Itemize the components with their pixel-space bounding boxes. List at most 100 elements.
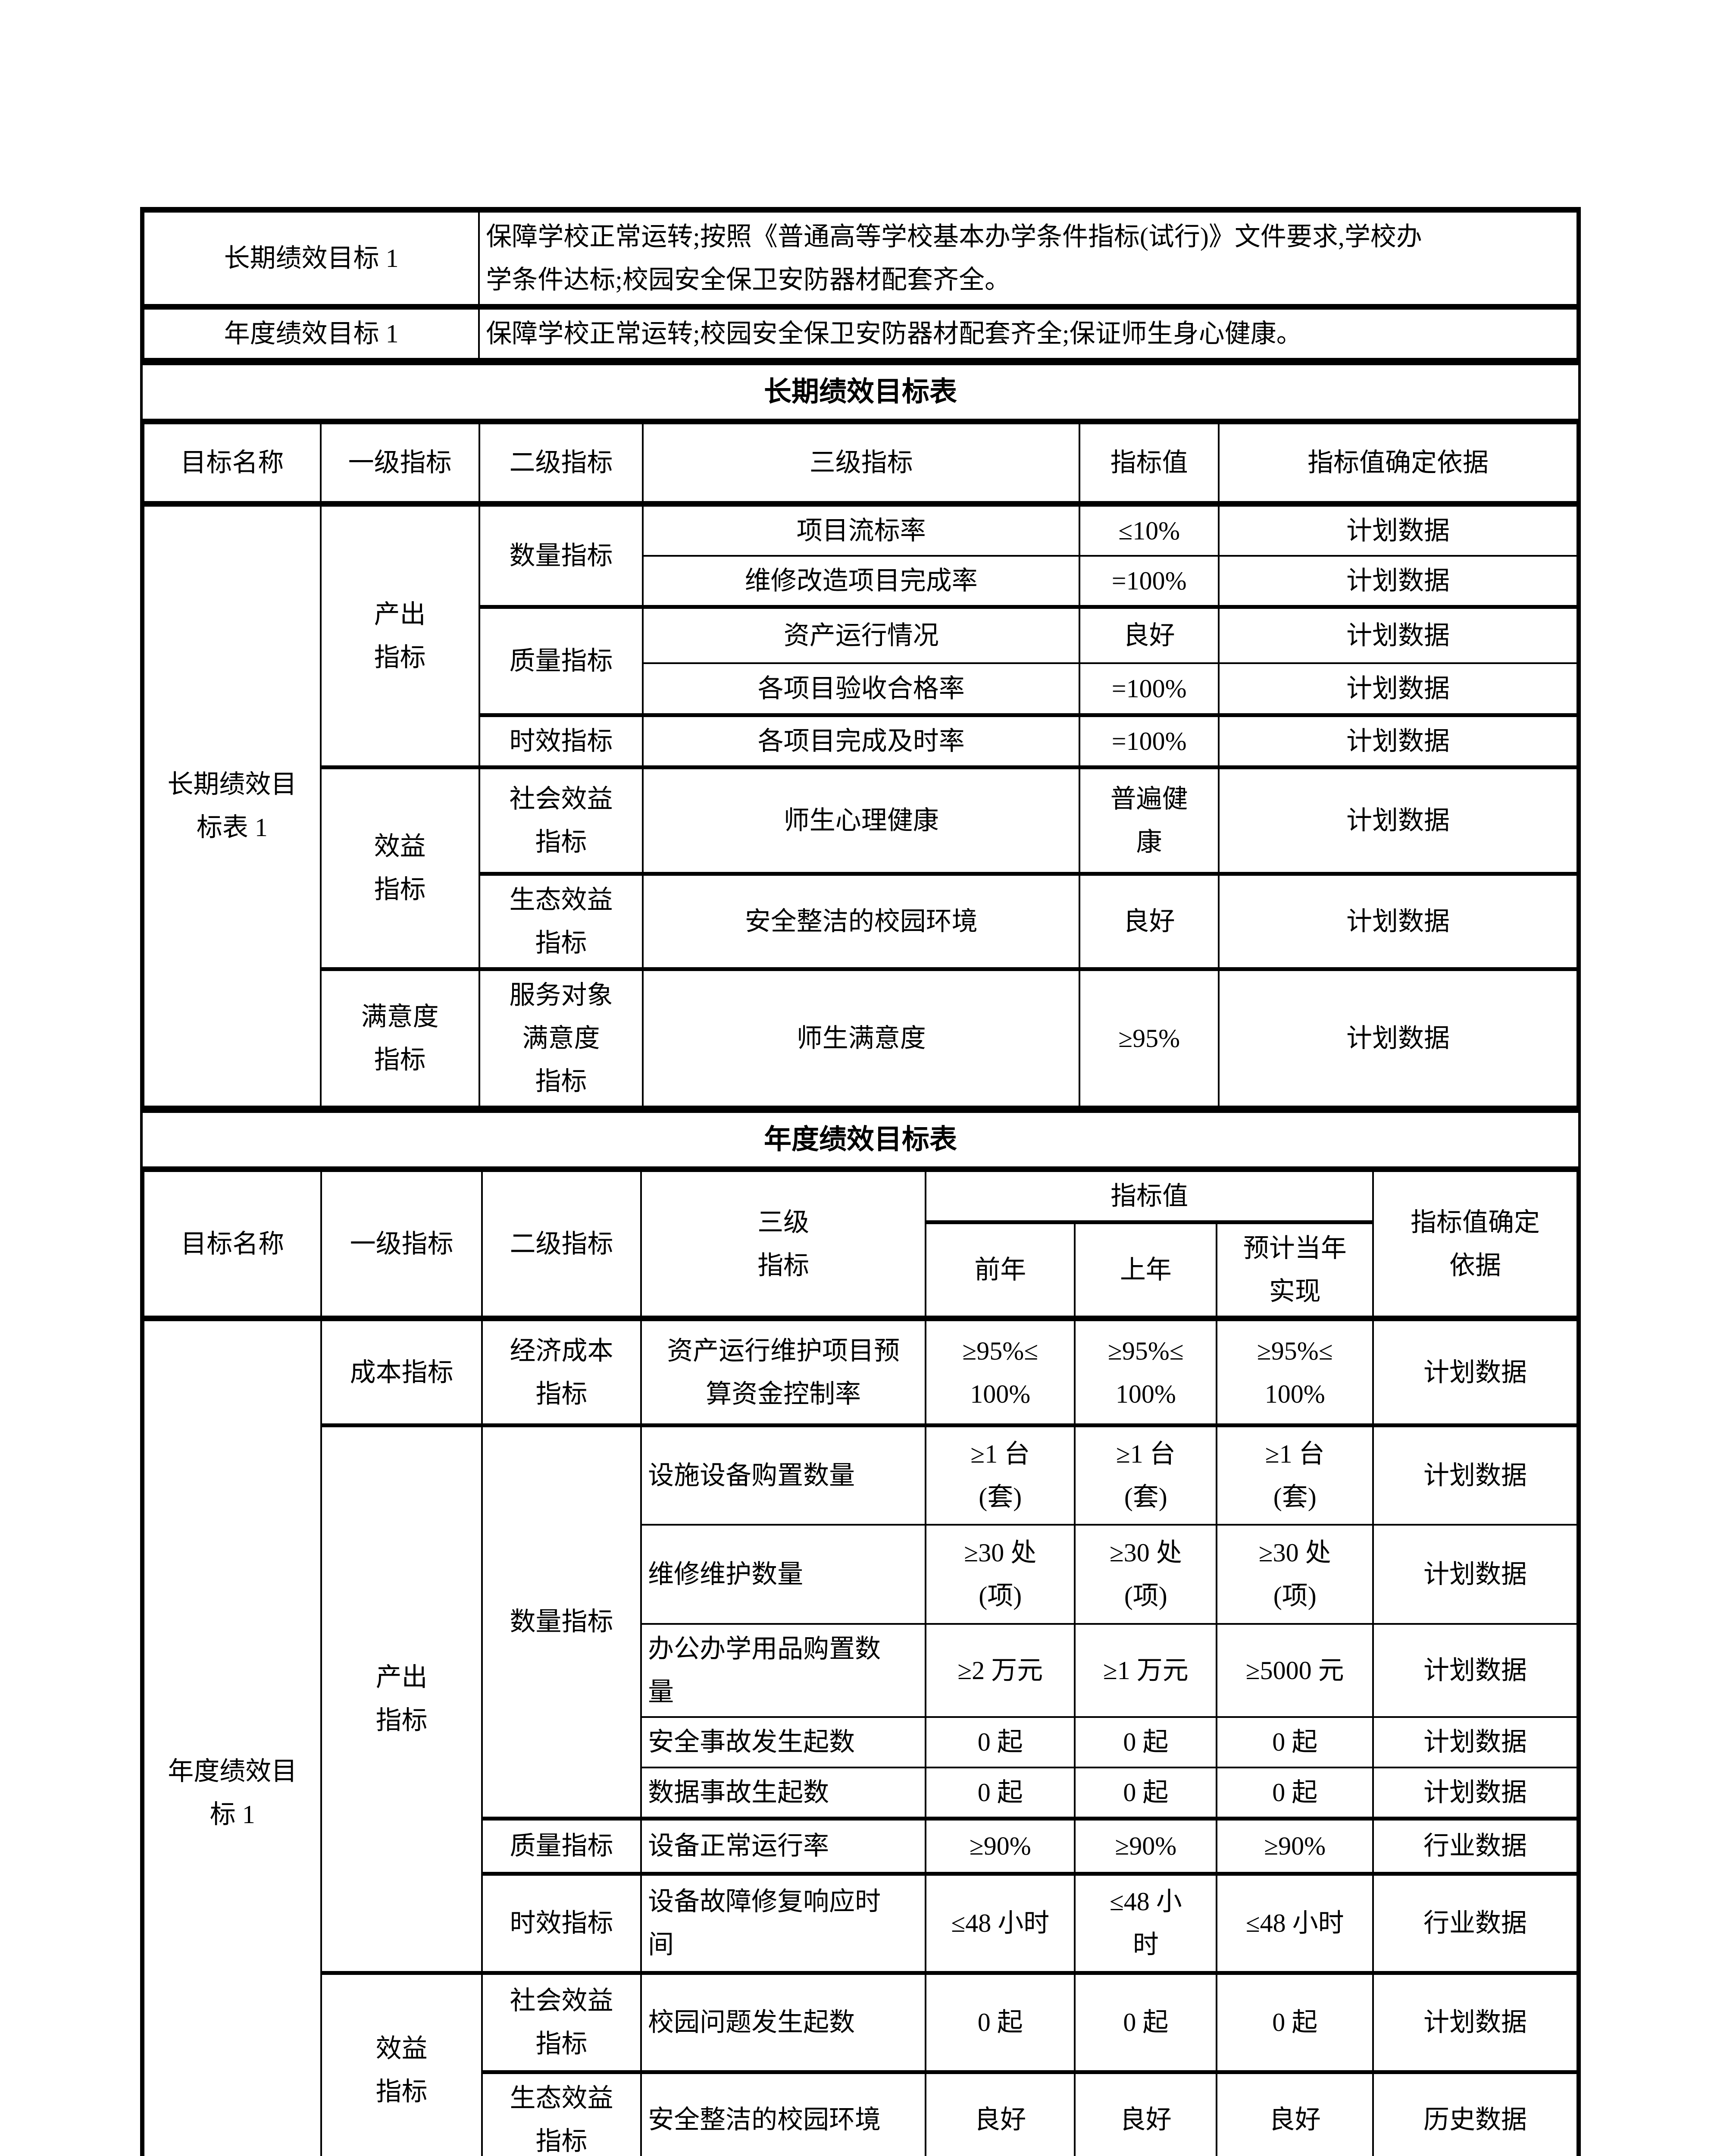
header-value-group: 指标值: [925, 1172, 1374, 1224]
value-current-cell: ≥5000 元: [1216, 1623, 1374, 1718]
header-value: 指标值: [1079, 424, 1220, 507]
value-current-cell: ≤48 小时: [1216, 1871, 1374, 1974]
level1-cell: 满意度 指标: [319, 967, 480, 1107]
level1-cell: 产出 指标: [319, 503, 480, 768]
table-row: 数据事故生起数 0 起 0 起 0 起 计划数据: [144, 1766, 1579, 1819]
level3-cell: 师生满意度: [642, 967, 1081, 1107]
level3-cell: 校园问题发生起数: [640, 1971, 927, 2073]
header-level2: 二级指标: [478, 424, 644, 507]
value-last-cell: 良好: [1074, 2070, 1218, 2156]
basis-cell: 计划数据: [1218, 662, 1578, 716]
level3-cell: 项目流标率: [642, 503, 1081, 557]
level2-cell: 时效指标: [478, 713, 644, 768]
value-last-cell: ≥30 处 (项): [1074, 1523, 1218, 1625]
basis-cell: 历史数据: [1372, 2070, 1579, 2156]
header-year-current: 预计当年 实现: [1216, 1221, 1374, 1321]
basis-cell: 行业数据: [1372, 1816, 1579, 1874]
value-prev-cell: ≥1 台 (套): [925, 1423, 1076, 1526]
goal-name-cell: 年度绩效目 标 1: [142, 1317, 322, 2156]
long-term-goal-label: 长期绩效目标 1: [142, 213, 480, 310]
value-cell: 良好: [1079, 871, 1220, 970]
value-cell: ≤10%: [1079, 503, 1220, 557]
goal-summary-table: 长期绩效目标 1 保障学校正常运转;按照《普通高等学校基本办学条件指标(试行)》…: [142, 213, 1578, 360]
level3-cell: 安全整洁的校园环境: [640, 2070, 927, 2156]
basis-cell: 计划数据: [1372, 1623, 1579, 1718]
value-last-cell: 0 起: [1074, 1716, 1218, 1768]
table-header-row: 目标名称 一级指标 二级指标 三级指标 指标值 指标值确定依据: [143, 424, 1578, 507]
basis-cell: 计划数据: [1218, 967, 1578, 1107]
level3-cell: 资产运行维护项目预 算资金控制率: [640, 1317, 927, 1426]
value-current-cell: 0 起: [1216, 1716, 1374, 1768]
level2-cell: 服务对象 满意度 指标: [478, 967, 644, 1107]
value-current-cell: ≥90%: [1216, 1816, 1374, 1874]
basis-cell: 计划数据: [1218, 605, 1578, 664]
table-header-row: 前年 上年 预计当年 实现: [144, 1221, 1577, 1321]
value-cell: 普遍健 康: [1079, 765, 1220, 874]
table-row: 维修维护数量 ≥30 处 (项) ≥30 处 (项) ≥30 处 (项) 计划数…: [144, 1523, 1579, 1625]
header-goal-name: 目标名称: [142, 1172, 322, 1321]
table-row: 时效指标 设备故障修复响应时 间 ≤48 小时 ≤48 小 时 ≤48 小时 行…: [144, 1871, 1579, 1974]
level3-cell: 办公办学用品购置数 量: [640, 1623, 927, 1718]
table-row: 长期绩效目标 1 保障学校正常运转;按照《普通高等学校基本办学条件指标(试行)》…: [142, 213, 1578, 310]
header-year-prev: 前年: [925, 1221, 1076, 1321]
header-level1: 一级指标: [320, 1172, 483, 1321]
level2-cell: 数量指标: [478, 503, 644, 608]
value-current-cell: 0 起: [1216, 1971, 1374, 2073]
table-row: 办公办学用品购置数 量 ≥2 万元 ≥1 万元 ≥5000 元 计划数据: [144, 1623, 1579, 1718]
table-row: 长期绩效目 标表 1 产出 指标 数量指标 项目流标率 ≤10% 计划数据: [143, 503, 1578, 1107]
header-level3: 三级指标: [642, 424, 1081, 507]
performance-goal-document: 长期绩效目标 1 保障学校正常运转;按照《普通高等学校基本办学条件指标(试行)》…: [140, 207, 1581, 2156]
table-row: 产出 指标 数量指标 设施设备购置数量 ≥1 台 (套) ≥1 台 (套) ≥1…: [144, 1423, 1579, 1974]
table-row: 年度绩效目 标 1 成本指标 经济成本 指标 资产运行维护项目预 算资金控制率 …: [142, 1317, 1579, 2156]
level3-cell: 各项目完成及时率: [642, 713, 1081, 768]
value-cell: ≥95%: [1079, 967, 1220, 1107]
value-last-cell: 0 起: [1074, 1971, 1218, 2073]
table-header-row: 目标名称 一级指标 二级指标 三级 指标 指标值 指标值确定 依据: [142, 1172, 1579, 1321]
basis-cell: 计划数据: [1372, 1317, 1579, 1426]
level2-cell: 时效指标: [481, 1871, 642, 1974]
value-prev-cell: 良好: [925, 2070, 1076, 2156]
basis-cell: 计划数据: [1372, 1423, 1579, 1526]
basis-cell: 计划数据: [1218, 503, 1578, 557]
table-row: 效益 指标 社会效益 指标 师生心理健康 普遍健 康 计划数据: [144, 765, 1578, 970]
basis-cell: 计划数据: [1218, 713, 1578, 768]
level1-cell: 效益 指标: [319, 765, 480, 970]
long-term-goal-content: 保障学校正常运转;按照《普通高等学校基本办学条件指标(试行)》文件要求,学校办 …: [478, 213, 1578, 310]
table-row: 维修改造项目完成率 =100% 计划数据: [144, 555, 1578, 608]
basis-cell: 计划数据: [1372, 1766, 1579, 1819]
table-row: 生态效益 指标 安全整洁的校园环境 良好 计划数据: [144, 871, 1578, 970]
table-row: 生态效益 指标 安全整洁的校园环境 良好 良好 良好 历史数据: [144, 2070, 1579, 2156]
level1-cell: 效益 指标: [320, 1971, 483, 2156]
level3-cell: 资产运行情况: [642, 605, 1081, 664]
table-row: 各项目验收合格率 =100% 计划数据: [144, 662, 1578, 716]
basis-cell: 计划数据: [1218, 765, 1578, 874]
level3-cell: 安全整洁的校园环境: [642, 871, 1081, 970]
level3-cell: 安全事故发生起数: [640, 1716, 927, 1768]
header-level1: 一级指标: [319, 424, 480, 507]
annual-table: 目标名称 一级指标 二级指标 三级 指标 指标值 指标值确定 依据 前年 上年 …: [142, 1172, 1579, 2156]
table-row: 时效指标 各项目完成及时率 =100% 计划数据: [144, 713, 1578, 768]
level3-cell: 设备正常运行率: [640, 1816, 927, 1874]
basis-cell: 计划数据: [1218, 555, 1578, 608]
level2-cell: 社会效益 指标: [481, 1971, 642, 2073]
level2-cell: 社会效益 指标: [478, 765, 644, 874]
value-prev-cell: ≥30 处 (项): [925, 1523, 1076, 1625]
value-prev-cell: ≥95%≤ 100%: [925, 1317, 1076, 1426]
value-prev-cell: ≥90%: [925, 1816, 1076, 1874]
value-last-cell: 0 起: [1074, 1766, 1218, 1819]
level2-cell: 生态效益 指标: [478, 871, 644, 970]
value-current-cell: ≥30 处 (项): [1216, 1523, 1374, 1625]
value-cell: =100%: [1079, 555, 1220, 608]
level2-cell: 质量指标: [478, 605, 644, 716]
level2-cell: 经济成本 指标: [481, 1317, 642, 1426]
table-row: 质量指标 资产运行情况 良好 计划数据: [144, 605, 1578, 716]
value-last-cell: ≥90%: [1074, 1816, 1218, 1874]
value-current-cell: ≥1 台 (套): [1216, 1423, 1374, 1526]
level2-cell: 数量指标: [481, 1423, 642, 1819]
table-row: 满意度 指标 服务对象 满意度 指标 师生满意度 ≥95% 计划数据: [144, 967, 1578, 1107]
header-level3: 三级 指标: [640, 1172, 927, 1321]
level3-cell: 维修维护数量: [640, 1523, 927, 1625]
level3-cell: 设施设备购置数量: [640, 1423, 927, 1526]
table-row: 安全事故发生起数 0 起 0 起 0 起 计划数据: [144, 1716, 1579, 1768]
